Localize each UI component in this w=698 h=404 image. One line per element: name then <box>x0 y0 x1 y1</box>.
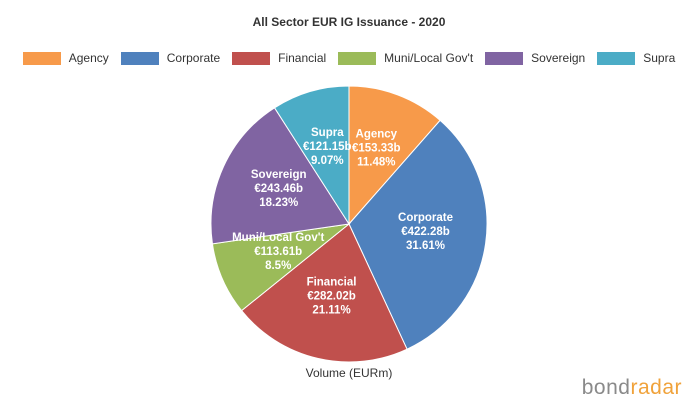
slice-percent-agency: 11.48% <box>357 157 395 169</box>
pie-slice-supra[interactable] <box>273 85 350 226</box>
slice-value-supra: €121.15b <box>303 141 352 153</box>
slice-label-agency: Agency €153.33b 11.48% <box>352 129 401 169</box>
legend-item-supra[interactable]: Supra <box>597 51 675 65</box>
pie-slice-sovereign[interactable] <box>210 107 350 245</box>
slice-label-corporate: Corporate €422.28b 31.61% <box>398 212 453 252</box>
slice-value-muni-local-gov-t: €113.61b <box>254 246 302 258</box>
logo-part-bond: bond <box>581 376 631 399</box>
slice-name-supra: Supra <box>311 127 344 139</box>
slice-name-financial: Financial <box>307 276 357 288</box>
legend-label-sovereign: Sovereign <box>531 51 586 65</box>
logo-part-radar: radar <box>630 376 682 399</box>
slice-name-agency: Agency <box>356 129 398 141</box>
legend-item-muni-local-gov-t[interactable]: Muni/Local Gov't <box>338 51 473 65</box>
chart-title: All Sector EUR IG Issuance - 2020 <box>252 15 446 29</box>
slice-value-corporate: €422.28b <box>401 226 450 238</box>
slice-percent-muni-local-gov-t: 8.5% <box>265 260 291 272</box>
legend: Agency Corporate Financial Muni/Local Gov't… <box>0 51 698 65</box>
legend-label-agency: Agency <box>68 51 109 65</box>
slice-percent-sovereign: 18.23% <box>259 197 298 209</box>
slice-label-supra: Supra €121.15b 9.07% <box>303 127 352 167</box>
slice-label-muni-local-gov-t: Muni/Local Gov't €113.61b 8.5% <box>232 232 324 272</box>
slice-label-sovereign: Sovereign €243.46b 18.23% <box>251 169 307 209</box>
legend-label-supra: Supra <box>643 51 676 65</box>
legend-label-muni-local-gov-t: Muni/Local Gov't <box>384 51 474 65</box>
slice-percent-financial: 21.11% <box>312 304 350 316</box>
legend-swatch-sovereign <box>485 51 524 65</box>
legend-swatch-corporate <box>120 51 159 65</box>
pie-slice-corporate[interactable] <box>348 119 488 350</box>
slice-name-corporate: Corporate <box>398 212 453 224</box>
slice-value-financial: €282.02b <box>307 290 356 302</box>
x-axis-label: Volume (EURm) <box>305 366 393 380</box>
legend-item-sovereign[interactable]: Sovereign <box>485 51 585 65</box>
slice-label-financial: Financial €282.02b 21.11% <box>307 276 357 316</box>
legend-label-financial: Financial <box>278 51 327 65</box>
legend-item-corporate[interactable]: Corporate <box>120 51 221 65</box>
slice-value-agency: €153.33b <box>352 143 401 155</box>
legend-swatch-agency <box>22 51 61 65</box>
slice-percent-corporate: 31.61% <box>406 240 445 252</box>
pie-slice-agency[interactable] <box>348 85 441 226</box>
legend-swatch-supra <box>597 51 636 65</box>
legend-item-agency[interactable]: Agency <box>22 51 109 65</box>
slice-percent-supra: 9.07% <box>311 155 344 167</box>
slice-name-muni-local-gov-t: Muni/Local Gov't <box>232 232 324 244</box>
pie-slice-financial[interactable] <box>240 223 408 363</box>
legend-label-corporate: Corporate <box>166 51 221 65</box>
legend-item-financial[interactable]: Financial <box>232 51 326 65</box>
slice-name-sovereign: Sovereign <box>251 169 307 181</box>
legend-swatch-muni-local-gov-t <box>338 51 377 65</box>
bondradar-logo: bondradar <box>582 376 682 400</box>
legend-swatch-financial <box>232 51 271 65</box>
slice-value-sovereign: €243.46b <box>254 183 303 195</box>
